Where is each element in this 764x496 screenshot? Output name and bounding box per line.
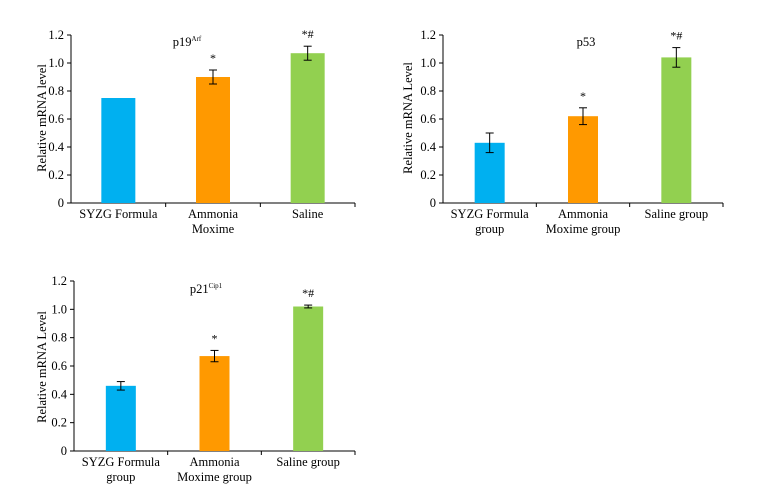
significance-label: * — [580, 89, 586, 103]
y-tick-label: 0.6 — [48, 112, 64, 126]
category-label: group — [475, 222, 504, 236]
category-label: Moxime — [192, 222, 235, 236]
y-tick-label: 1.2 — [48, 28, 64, 42]
bar — [101, 98, 136, 203]
significance-label: * — [210, 51, 216, 65]
category-label: SYZG Formula — [79, 207, 158, 221]
chart-title: p19Arf — [173, 35, 202, 49]
bar — [105, 385, 136, 451]
significance-label: *# — [302, 286, 314, 300]
y-tick-label: 1.0 — [48, 56, 64, 70]
category-label: SYZG Formula — [451, 207, 530, 221]
y-tick-label: 0.6 — [51, 359, 67, 373]
bar — [661, 57, 692, 204]
y-tick-label: 0.4 — [51, 387, 67, 401]
chart-panel-p19: 0 0.2 0.4 0.6 0.8 1.0 1.2 Relative mRNA level p1… — [35, 27, 356, 236]
y-tick-label: 0.8 — [51, 331, 67, 345]
category-label: Ammonia — [188, 207, 238, 221]
y-tick-label: 1.0 — [51, 302, 67, 316]
y-tick-label: 0.8 — [420, 84, 436, 98]
chart-panel-p53: 0 0.2 0.4 0.6 0.8 1.0 1.2 Relative mRNA Level p5… — [401, 28, 724, 236]
y-tick-label: 0.4 — [48, 140, 64, 154]
category-label: Moxime group — [546, 222, 621, 236]
category-label: group — [106, 470, 135, 484]
chart-panel-p21: 0 0.2 0.4 0.6 0.8 1.0 1.2 Relative mRNA Level p2… — [35, 274, 356, 484]
bar — [568, 116, 598, 203]
significance-label: *# — [670, 29, 682, 43]
y-tick-label: 1.2 — [420, 28, 436, 42]
chart-title: p53 — [577, 35, 596, 49]
y-tick-label: 0.8 — [48, 84, 64, 98]
y-axis-label: Relative mRNA level — [35, 64, 49, 172]
category-label: Ammonia — [190, 455, 240, 469]
bar — [196, 77, 230, 203]
bar — [290, 53, 325, 204]
chart-title: p21Cip1 — [190, 282, 223, 296]
category-label: Moxime group — [177, 470, 252, 484]
y-tick-label: 0 — [58, 196, 64, 210]
y-tick-label: 0.2 — [420, 168, 436, 182]
y-tick-label: 0.4 — [420, 140, 436, 154]
category-label: SYZG Formula — [82, 455, 161, 469]
y-axis-label: Relative mRNA Level — [35, 311, 49, 423]
bar — [293, 306, 324, 451]
bar — [199, 356, 230, 451]
category-label: Saline — [292, 207, 324, 221]
y-tick-label: 0.6 — [420, 112, 436, 126]
significance-label: * — [212, 331, 218, 345]
y-tick-label: 1.0 — [420, 56, 436, 70]
category-label: Ammonia — [558, 207, 608, 221]
y-tick-label: 0.2 — [48, 168, 64, 182]
y-tick-label: 0.2 — [51, 416, 67, 430]
y-axis-label: Relative mRNA Level — [401, 62, 415, 174]
y-tick-label: 0 — [61, 444, 67, 458]
y-tick-label: 1.2 — [51, 274, 67, 288]
significance-label: *# — [302, 27, 314, 41]
category-label: Saline group — [276, 455, 340, 469]
y-tick-label: 0 — [430, 196, 436, 210]
category-label: Saline group — [645, 207, 709, 221]
